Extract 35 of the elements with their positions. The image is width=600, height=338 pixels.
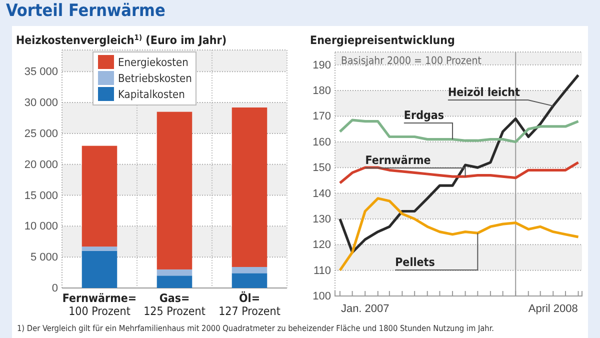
y-tick-label: 180: [312, 85, 331, 98]
y-tick-label: 140: [312, 188, 331, 200]
y-tick-label: 100: [312, 290, 331, 303]
x-tick-label: Fernwärme= 100 Prozent: [62, 291, 137, 318]
legend-label: Betriebskosten: [118, 72, 192, 85]
y-tick-label: 5 000: [30, 252, 58, 264]
series-label: Heizöl leicht: [448, 85, 520, 99]
y-tick-label: 20 000: [24, 158, 58, 171]
annotation: Basisjahr 2000 = 100 Prozent: [341, 55, 482, 67]
y-tick-label: 160: [312, 136, 331, 148]
y-tick-label: 0: [52, 282, 58, 295]
chart-title: Energiepreisentwicklung: [310, 33, 455, 47]
y-tick-label: 190: [312, 59, 331, 72]
chart-subtitle: Heizkostenvergleich$^{1)}$ (Euro im Jahr): [16, 32, 227, 47]
x-tick-label: Jan. 2007: [340, 302, 390, 315]
y-tick-label: 30 000: [24, 97, 58, 110]
x-tick-label: Öl= 127 Prozent: [218, 291, 280, 318]
x-tick-label: Gas= 125 Prozent: [144, 291, 206, 318]
y-tick-label: 170: [312, 110, 331, 123]
series-label: Fernwärme: [365, 153, 431, 167]
legend-label: Energiekosten: [118, 56, 188, 69]
y-tick-label: 120: [312, 239, 331, 252]
y-tick-label: 150: [312, 162, 331, 174]
y-tick-label: 15 000: [24, 190, 58, 202]
series-label: Erdgas: [404, 108, 444, 122]
text: Pellets: [395, 255, 435, 269]
y-tick-label: 35 000: [24, 66, 58, 78]
y-tick-label: 110: [313, 264, 331, 277]
y-tick-label: 10 000: [24, 220, 58, 233]
y-tick-label: 25 000: [24, 128, 58, 140]
text: 1) Der Vergleich gilt für ein Mehrfamilienhaus mit 2000 Quadratmeter zu beheizender Fläche und 1800 Stunden Nutzung im Jahr.: [17, 323, 494, 333]
x-tick-label: April 2008: [528, 302, 578, 315]
legend-label: Kapitalkosten: [118, 88, 185, 101]
chart-title: Vorteil Fernwärme: [6, 1, 166, 21]
y-tick-label: 130: [312, 213, 331, 226]
